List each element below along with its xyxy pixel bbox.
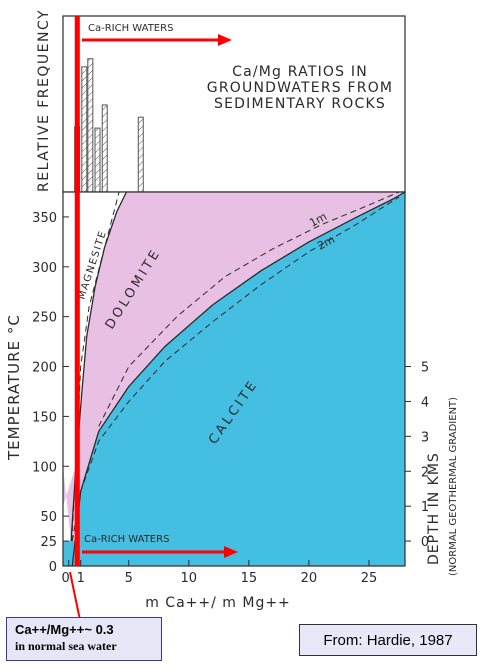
depth-axis-sublabel: (NORMAL GEOTHERMAL GRADIENT) — [448, 397, 459, 576]
temperature-tick-label: 50 — [40, 510, 57, 525]
depth-tick-label: 0 — [421, 535, 429, 550]
histogram-arrow — [82, 34, 232, 46]
ratio-tick-label: 25 — [361, 571, 378, 586]
diagram-arrow — [82, 546, 238, 558]
boundary-dolomite-calcite — [71, 191, 406, 567]
boundary-1m — [98, 191, 400, 427]
calcite-field — [63, 192, 405, 566]
ratio-axis-label: m Ca++/ m Mg++ — [145, 595, 291, 611]
histogram-title-line1: Ca/Mg RATIOS IN — [232, 64, 368, 80]
ratio-tick-label: 10 — [181, 571, 198, 586]
histogram-panel: RELATIVE FREQUENCY Ca/Mg RATIOS IN GROUN… — [36, 9, 406, 193]
ratio-tick-label: 0 — [62, 571, 70, 586]
seawater-note-line1: Ca++/Mg++~ 0.3 — [15, 622, 114, 637]
temperature-tick-label: 350 — [32, 211, 57, 226]
histogram-bar — [101, 104, 108, 193]
diagram-frame — [62, 191, 406, 567]
seawater-leader-line — [69, 571, 81, 621]
temperature-tick-label: 300 — [32, 261, 57, 276]
depth-axis-label: DEPTH IN KMS — [426, 452, 442, 565]
ratio-tick-label: 20 — [301, 571, 318, 586]
depth-ticks: 0 1 2 3 4 5 — [405, 361, 429, 550]
histogram-bar — [87, 58, 94, 193]
temperature-tick-label: 25 — [40, 535, 57, 550]
histogram-frame — [62, 15, 406, 193]
histogram-bar — [81, 66, 88, 193]
histogram-bar — [94, 127, 101, 193]
ratio-tick-label: 5 — [125, 571, 133, 586]
depth-tick-label: 1 — [421, 500, 429, 515]
seawater-marker — [69, 16, 81, 621]
depth-tick-label: 5 — [421, 361, 429, 376]
source-citation: From: Hardie, 1987 — [299, 624, 477, 656]
histogram-bar — [137, 116, 144, 193]
temperature-tick-label: 200 — [32, 361, 57, 376]
phase-fields — [63, 192, 405, 566]
ratio-tick-label: 15 — [241, 571, 258, 586]
seawater-note: Ca++/Mg++~ 0.3 in normal sea water — [6, 617, 162, 661]
histogram-ylabel: RELATIVE FREQUENCY — [36, 9, 52, 192]
temperature-tick-label: 100 — [32, 460, 57, 475]
temperature-ticks: 0 25 50 100 150 200 250 300 350 — [32, 211, 69, 575]
histogram-title-line3: SEDIMENTARY ROCKS — [214, 96, 386, 112]
dolomite-field — [71, 192, 405, 566]
ratio-ticks: 0 1 5 10 15 20 25 — [62, 560, 378, 586]
dolomite-field-lower — [63, 466, 76, 542]
temperature-tick-label: 0 — [49, 560, 57, 575]
depth-tick-label: 4 — [421, 395, 429, 410]
temperature-tick-label: 250 — [32, 311, 57, 326]
ratio-tick-label: 1 — [77, 571, 85, 586]
histogram-arrow-label: Ca-RICH WATERS — [88, 23, 173, 34]
histogram-title-line2: GROUNDWATERS FROM — [207, 80, 393, 96]
temperature-tick-label: 150 — [32, 410, 57, 425]
temperature-axis-label: TEMPERATURE °C — [5, 314, 23, 461]
depth-tick-label: 2 — [421, 465, 429, 480]
seawater-note-line2: in normal sea water — [15, 639, 117, 653]
diagram-arrow-label: Ca-RICH WATERS — [84, 534, 169, 545]
depth-tick-label: 3 — [421, 430, 429, 445]
